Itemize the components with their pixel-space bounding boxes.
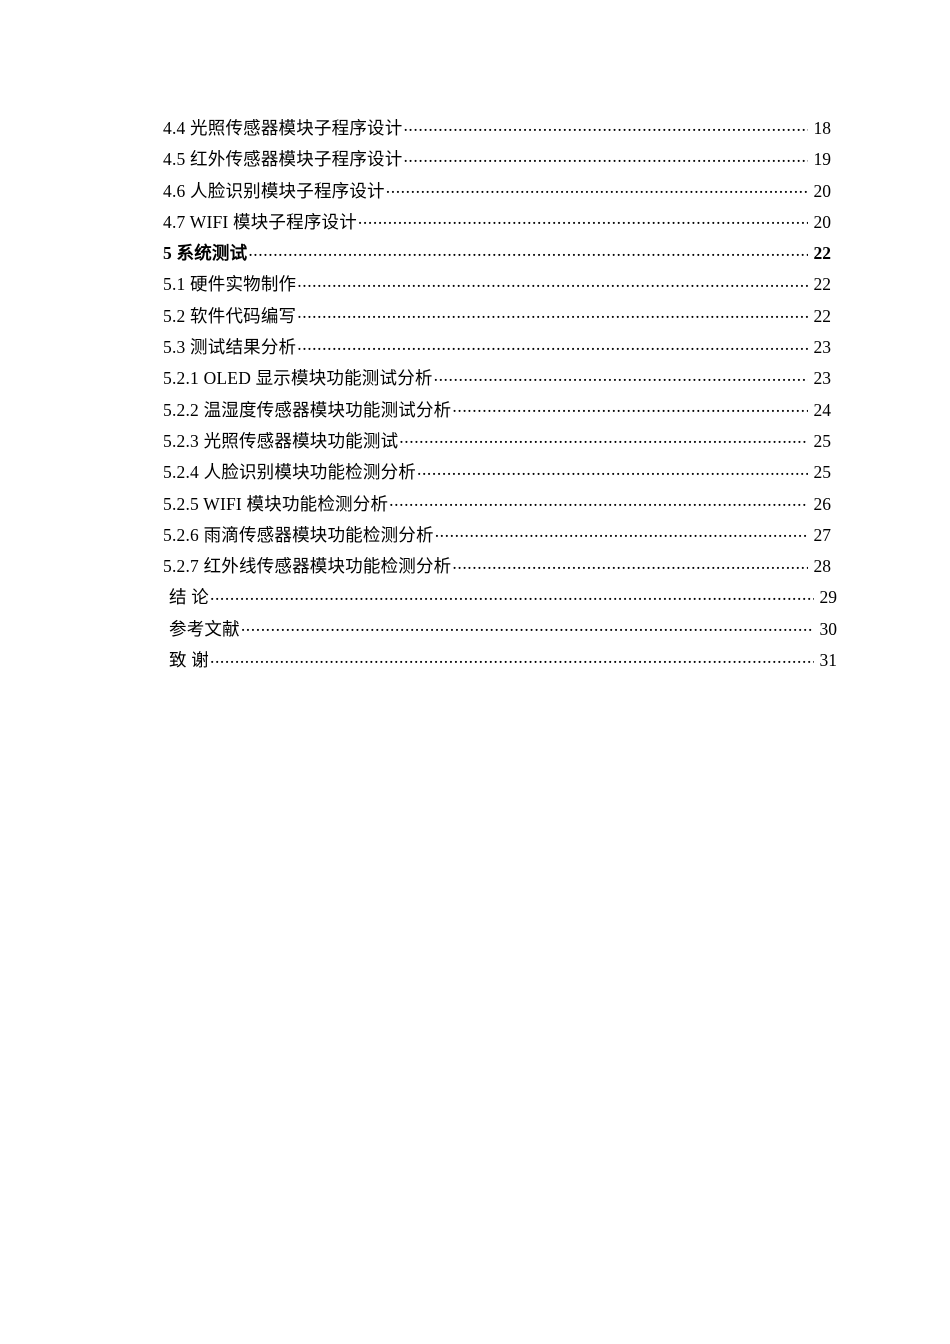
toc-dot-leader <box>434 367 808 385</box>
toc-entry-title: 4.7 WIFI 模块子程序设计 <box>163 211 357 232</box>
toc-entry-page-number: 18 <box>813 118 832 138</box>
toc-entry-page-number: 23 <box>813 337 832 358</box>
toc-dot-leader <box>403 148 808 166</box>
toc-entry[interactable]: 5 系统测试 22 <box>163 238 831 269</box>
toc-entry-page-number: 28 <box>813 556 832 577</box>
toc-entry[interactable]: 5.2 软件代码编写 22 <box>163 301 831 332</box>
toc-entry[interactable]: 5.2.3 光照传感器模块功能测试 25 <box>163 426 831 457</box>
toc-entry-page-number: 30 <box>819 618 838 639</box>
toc-entry-title: 5.2.4 人脸识别模块功能检测分析 <box>163 462 416 483</box>
toc-dot-leader <box>241 617 814 635</box>
toc-entry[interactable]: 5.2.4 人脸识别模块功能检测分析 25 <box>163 457 831 488</box>
toc-entry-page-number: 25 <box>813 430 832 451</box>
toc-entry[interactable]: 结 论 29 <box>163 582 837 613</box>
toc-entry[interactable]: 5.2.7 红外线传感器模块功能检测分析 28 <box>163 551 831 582</box>
toc-entry-title: 5 系统测试 <box>163 243 248 264</box>
toc-dot-leader <box>297 273 808 291</box>
toc-entry-title: 5.2 软件代码编写 <box>163 305 297 326</box>
toc-entry-page-number: 31 <box>819 650 838 671</box>
toc-entry-title: 5.1 硬件实物制作 <box>163 274 297 295</box>
toc-entry-page-number: 19 <box>813 149 832 170</box>
toc-entry[interactable]: 5.1 硬件实物制作 22 <box>163 269 831 300</box>
toc-dot-leader <box>210 649 814 667</box>
toc-entry-title: 5.3 测试结果分析 <box>163 337 297 358</box>
toc-entry[interactable]: 致 谢 31 <box>163 645 837 676</box>
toc-entry[interactable]: 5.2.2 温湿度传感器模块功能测试分析 24 <box>163 395 831 426</box>
toc-entry[interactable]: 5.2.6 雨滴传感器模块功能检测分析 27 <box>163 520 831 551</box>
toc-entry-page-number: 24 <box>813 399 832 420</box>
toc-dot-leader <box>358 210 808 228</box>
toc-entry[interactable]: 5.2.1 OLED 显示模块功能测试分析 23 <box>163 363 831 394</box>
toc-entry-title: 5.2.2 温湿度传感器模块功能测试分析 <box>163 399 452 420</box>
toc-dot-leader <box>210 586 814 604</box>
toc-entry-title: 致 谢 <box>169 650 209 671</box>
toc-entry-title: 4.4 光照传感器模块子程序设计 <box>163 118 403 138</box>
table-of-contents: 4.4 光照传感器模块子程序设计 18 4.5 红外传感器模块子程序设计 19 4.6 … <box>163 113 837 676</box>
toc-entry[interactable]: 5.3 测试结果分析 23 <box>163 332 831 363</box>
toc-entry-page-number: 22 <box>813 305 832 326</box>
toc-entry-title: 参考文献 <box>169 618 240 639</box>
toc-dot-leader <box>417 461 808 479</box>
toc-entry-title: 5.2.3 光照传感器模块功能测试 <box>163 430 399 451</box>
toc-entry-page-number: 29 <box>819 587 838 608</box>
toc-entry[interactable]: 4.4 光照传感器模块子程序设计 18 <box>163 113 831 144</box>
toc-entry-page-number: 22 <box>813 243 832 264</box>
toc-dot-leader <box>452 398 808 416</box>
toc-entry[interactable]: 参考文献 30 <box>163 614 837 645</box>
toc-entry-title: 4.6 人脸识别模块子程序设计 <box>163 180 385 201</box>
toc-entry[interactable]: 5.2.5 WIFI 模块功能检测分析 26 <box>163 489 831 520</box>
toc-entry[interactable]: 4.5 红外传感器模块子程序设计 19 <box>163 144 831 175</box>
toc-dot-leader <box>389 492 808 510</box>
toc-dot-leader <box>297 336 808 354</box>
toc-entry-title: 5.2.1 OLED 显示模块功能测试分析 <box>163 368 433 389</box>
toc-dot-leader <box>435 523 808 541</box>
toc-dot-leader <box>403 117 808 135</box>
toc-entry-title: 结 论 <box>169 587 209 608</box>
toc-dot-leader <box>248 242 808 260</box>
toc-dot-leader <box>297 304 808 322</box>
toc-entry-title: 5.2.6 雨滴传感器模块功能检测分析 <box>163 524 434 545</box>
toc-entry-page-number: 20 <box>813 180 832 201</box>
toc-entry-page-number: 27 <box>813 524 832 545</box>
toc-entry-title: 5.2.5 WIFI 模块功能检测分析 <box>163 493 389 514</box>
toc-entry-title: 4.5 红外传感器模块子程序设计 <box>163 149 403 170</box>
toc-entry-page-number: 26 <box>813 493 832 514</box>
toc-dot-leader <box>452 555 808 573</box>
toc-entry-title: 5.2.7 红外线传感器模块功能检测分析 <box>163 556 452 577</box>
toc-entry-page-number: 23 <box>813 368 832 389</box>
toc-dot-leader <box>386 179 808 197</box>
toc-entry-page-number: 22 <box>813 274 832 295</box>
toc-dot-leader <box>399 429 808 447</box>
toc-entry[interactable]: 4.6 人脸识别模块子程序设计 20 <box>163 176 831 207</box>
toc-entry-page-number: 25 <box>813 462 832 483</box>
toc-entry[interactable]: 4.7 WIFI 模块子程序设计 20 <box>163 207 831 238</box>
toc-entry-page-number: 20 <box>813 211 832 232</box>
